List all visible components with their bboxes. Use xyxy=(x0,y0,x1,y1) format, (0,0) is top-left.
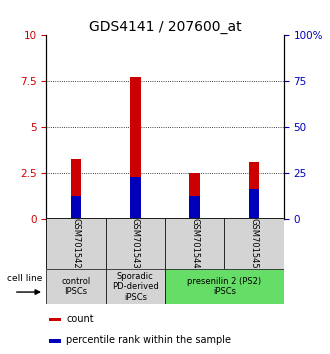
Bar xyxy=(71,159,81,219)
Text: cell line: cell line xyxy=(7,274,42,284)
Bar xyxy=(106,218,165,269)
Text: GSM701544: GSM701544 xyxy=(190,218,199,269)
Text: presenilin 2 (PS2)
iPSCs: presenilin 2 (PS2) iPSCs xyxy=(187,277,261,296)
Bar xyxy=(189,173,200,219)
Text: GSM701545: GSM701545 xyxy=(249,218,259,269)
Bar xyxy=(49,318,61,321)
Bar xyxy=(106,269,165,304)
Text: Sporadic
PD-derived
iPSCs: Sporadic PD-derived iPSCs xyxy=(112,272,159,302)
Bar xyxy=(249,189,259,219)
Bar xyxy=(46,269,106,304)
Bar xyxy=(46,218,106,269)
Bar xyxy=(130,77,141,219)
Text: control
IPSCs: control IPSCs xyxy=(61,277,90,296)
Bar xyxy=(189,196,200,219)
Text: percentile rank within the sample: percentile rank within the sample xyxy=(66,335,231,345)
Title: GDS4141 / 207600_at: GDS4141 / 207600_at xyxy=(89,21,241,34)
Bar xyxy=(165,269,284,304)
Bar xyxy=(130,177,141,219)
Text: GSM701542: GSM701542 xyxy=(71,218,81,269)
Bar xyxy=(224,218,284,269)
Bar xyxy=(71,195,81,219)
Bar xyxy=(249,162,259,219)
Bar xyxy=(49,339,61,343)
Text: count: count xyxy=(66,314,94,324)
Text: GSM701543: GSM701543 xyxy=(131,218,140,269)
Bar xyxy=(165,218,224,269)
